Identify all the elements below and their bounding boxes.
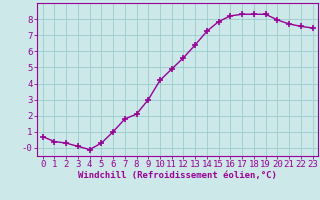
- X-axis label: Windchill (Refroidissement éolien,°C): Windchill (Refroidissement éolien,°C): [78, 171, 277, 180]
